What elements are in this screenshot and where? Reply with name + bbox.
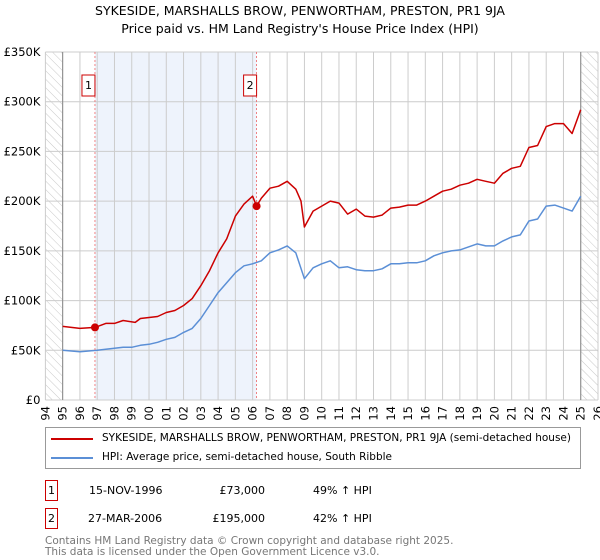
- x-tick-label: 2009: [297, 406, 311, 420]
- x-tick-label: 2022: [522, 406, 536, 420]
- x-tick-label: 1999: [125, 406, 139, 420]
- x-tick-label: 2023: [539, 406, 553, 420]
- hpi-line: [62, 195, 582, 353]
- x-tick-label: 2016: [418, 406, 432, 420]
- sale-hpi-diff: 42% ↑ HPI: [313, 512, 372, 525]
- legend: SYKESIDE, MARSHALLS BROW, PENWORTHAM, PR…: [45, 427, 581, 469]
- y-tick-label: £350K: [4, 45, 41, 59]
- hatched-region: [45, 52, 63, 400]
- y-tick-label: £300K: [4, 95, 41, 109]
- x-tick-label: 2013: [367, 406, 381, 420]
- x-tick-label: 1995: [56, 406, 70, 420]
- legend-item-property: SYKESIDE, MARSHALLS BROW, PENWORTHAM, PR…: [51, 432, 571, 445]
- sale-date: 15-NOV-1996: [89, 484, 163, 497]
- x-tick-label: 2025: [574, 406, 588, 420]
- x-tick-label: 2010: [315, 406, 329, 420]
- sale-price: £195,000: [212, 512, 266, 525]
- x-tick-label: 2026: [591, 406, 600, 420]
- footer: Contains HM Land Registry data © Crown c…: [45, 536, 453, 558]
- x-tick-label: 2015: [401, 406, 415, 420]
- x-tick-label: 2003: [194, 406, 208, 420]
- x-tick-label: 2012: [349, 406, 363, 420]
- y-tick-label: £50K: [11, 343, 41, 357]
- sale-price: £73,000: [219, 484, 266, 497]
- x-tick-label: 2005: [228, 406, 242, 420]
- chart-title: SYKESIDE, MARSHALLS BROW, PENWORTHAM, PR…: [95, 3, 505, 18]
- x-tick-label: 2000: [142, 406, 156, 420]
- property-price-line: [62, 109, 582, 330]
- y-tick-label: £200K: [4, 194, 41, 208]
- x-tick-label: 2007: [263, 406, 277, 420]
- chart-subtitle: Price paid vs. HM Land Registry's House …: [121, 21, 479, 36]
- x-tick-label: 2019: [470, 406, 484, 420]
- x-tick-label: 2020: [487, 406, 501, 420]
- sale-point: [90, 323, 99, 332]
- x-tick-label: 2014: [384, 406, 398, 420]
- y-tick-label: £150K: [4, 244, 41, 258]
- x-tick-label: 2002: [177, 406, 191, 420]
- legend-swatch-property: [51, 437, 93, 440]
- sale-point: [252, 202, 261, 211]
- sale-marker-label: 2: [45, 508, 58, 529]
- x-tick-label: 2004: [211, 406, 225, 420]
- x-tick-label: 2011: [332, 406, 346, 420]
- sale-row-2: 2 27-MAR-2006 £195,000 42% ↑ HPI: [45, 508, 375, 529]
- footer-licence: This data is licensed under the Open Gov…: [45, 546, 380, 558]
- x-tick-label: 2024: [556, 406, 570, 420]
- x-tick-label: 1998: [107, 406, 121, 420]
- legend-label-hpi: HPI: Average price, semi-detached house,…: [102, 451, 393, 463]
- y-tick-label: £100K: [4, 294, 41, 308]
- x-tick-label: 1994: [38, 406, 52, 420]
- x-tick-label: 2008: [280, 406, 294, 420]
- legend-label-property: SYKESIDE, MARSHALLS BROW, PENWORTHAM, PR…: [102, 432, 571, 444]
- sale-label-box: [243, 74, 258, 97]
- x-tick-label: 1997: [90, 406, 104, 420]
- y-tick-label: £0: [26, 393, 41, 407]
- x-tick-label: 2001: [159, 406, 173, 420]
- sale-marker-label: 1: [45, 480, 58, 501]
- footer-copyright: Contains HM Land Registry data © Crown c…: [45, 535, 454, 547]
- ownership-shade: [94, 52, 257, 400]
- price-chart: 1994 1995199619971998 199920002001 20022003…: [4, 45, 600, 420]
- x-tick-label: 2006: [246, 406, 260, 420]
- x-tick-label: 2021: [505, 406, 519, 420]
- sale-hpi-diff: 49% ↑ HPI: [313, 484, 372, 497]
- sale-row-1: 1 15-NOV-1996 £73,000 49% ↑ HPI: [45, 480, 375, 501]
- legend-item-hpi: HPI: Average price, semi-detached house,…: [51, 451, 392, 464]
- x-tick-label: 2018: [453, 406, 467, 420]
- sale-label: 2: [247, 79, 254, 92]
- x-tick-label: 1996: [73, 406, 87, 420]
- x-tick-label: 2017: [436, 406, 450, 420]
- hatched-region: [580, 52, 598, 400]
- sale-label: 1: [85, 79, 92, 92]
- legend-swatch-hpi: [51, 456, 93, 459]
- sale-date: 27-MAR-2006: [88, 512, 163, 525]
- sale-label-box: [81, 74, 96, 97]
- y-tick-label: £250K: [4, 144, 41, 158]
